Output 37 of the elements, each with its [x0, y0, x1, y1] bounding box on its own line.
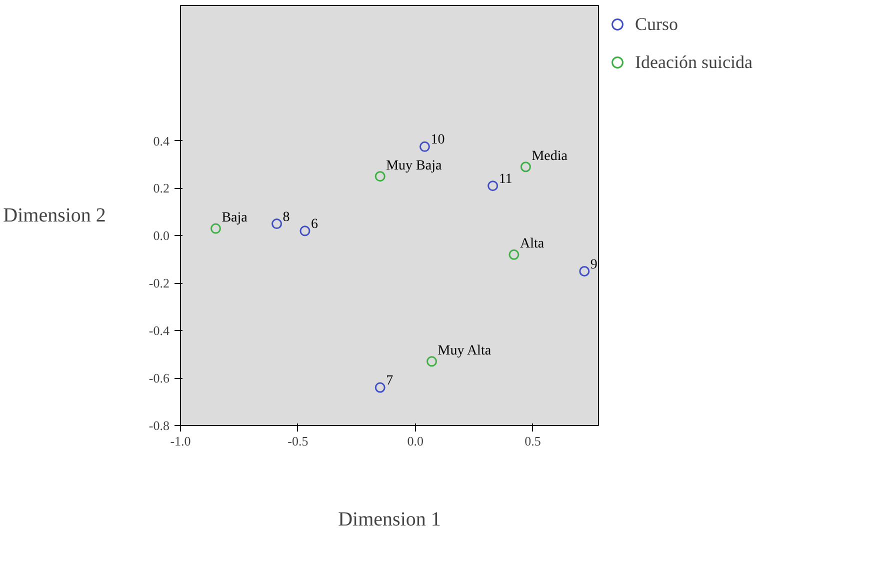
y-tick-label: -0.2 [148, 276, 170, 291]
point [374, 171, 386, 182]
x-axis-title: Dimension 1 [338, 508, 441, 530]
point [426, 356, 438, 367]
point [508, 249, 520, 260]
point [579, 266, 590, 277]
annotation: 10 [430, 132, 445, 148]
annotation: Muy Baja [386, 158, 442, 174]
point [300, 226, 310, 236]
y-tick-label: -0.4 [148, 323, 170, 338]
annotation: 6 [310, 216, 318, 232]
y-axis-title: Dimension 2 [3, 204, 106, 226]
annotation: Baja [222, 210, 248, 226]
point [374, 382, 386, 393]
x-tick-label: -0.5 [288, 434, 308, 448]
annotation: Alta [520, 236, 545, 252]
legend-label: Curso [635, 14, 678, 34]
point [488, 180, 498, 192]
annotation: 11 [498, 172, 512, 187]
point [520, 162, 531, 172]
annotation: Media [532, 148, 568, 164]
point [419, 141, 430, 152]
legend-label: Ideación suicida [635, 52, 752, 72]
annotation: 8 [282, 210, 290, 225]
x-tick-label: 0.0 [407, 434, 424, 448]
y-tick-label: -0.6 [148, 370, 170, 386]
point [272, 218, 282, 230]
x-tick-label: -1.0 [170, 434, 191, 448]
annotation: 7 [386, 374, 394, 389]
point [210, 223, 221, 234]
x-tick-label: 0.5 [524, 434, 541, 448]
y-tick-label: -0.8 [148, 418, 170, 433]
y-tick-label: 0.0 [153, 228, 170, 244]
annotation: 9 [590, 257, 598, 272]
y-tick-label: 0.2 [153, 180, 170, 196]
annotation: Muy Alta [438, 343, 492, 358]
y-tick-label: 0.4 [153, 133, 170, 148]
